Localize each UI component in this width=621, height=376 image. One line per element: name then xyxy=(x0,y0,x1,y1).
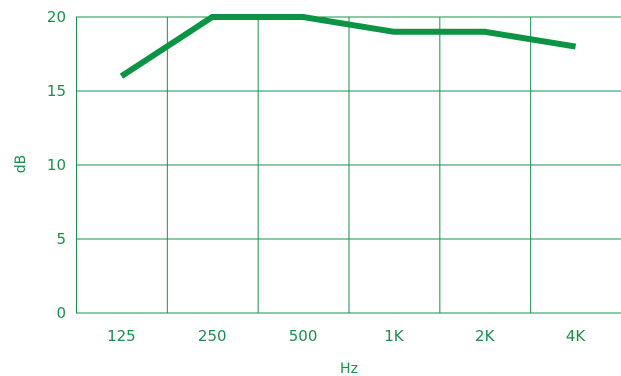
series-group xyxy=(119,14,577,79)
y-tick-label: 0 xyxy=(56,304,66,322)
x-tick-label: 250 xyxy=(198,327,227,345)
y-tick-label: 20 xyxy=(47,8,66,26)
x-axis-title: Hz xyxy=(340,361,358,376)
x-axis-ticks: 125 250 500 1K 2K 4K xyxy=(107,327,586,345)
y-tick-label: 5 xyxy=(56,230,66,248)
y-axis-ticks: 0 5 10 15 20 xyxy=(47,8,66,322)
series-line xyxy=(119,14,577,79)
x-tick-label: 4K xyxy=(566,327,587,345)
y-tick-label: 15 xyxy=(47,82,66,100)
y-axis-title: dB xyxy=(13,155,29,174)
y-tick-label: 10 xyxy=(47,156,66,174)
x-tick-label: 500 xyxy=(289,327,318,345)
x-tick-label: 1K xyxy=(384,327,405,345)
x-tick-label: 2K xyxy=(475,327,496,345)
x-tick-label: 125 xyxy=(107,327,136,345)
grid xyxy=(76,16,621,314)
